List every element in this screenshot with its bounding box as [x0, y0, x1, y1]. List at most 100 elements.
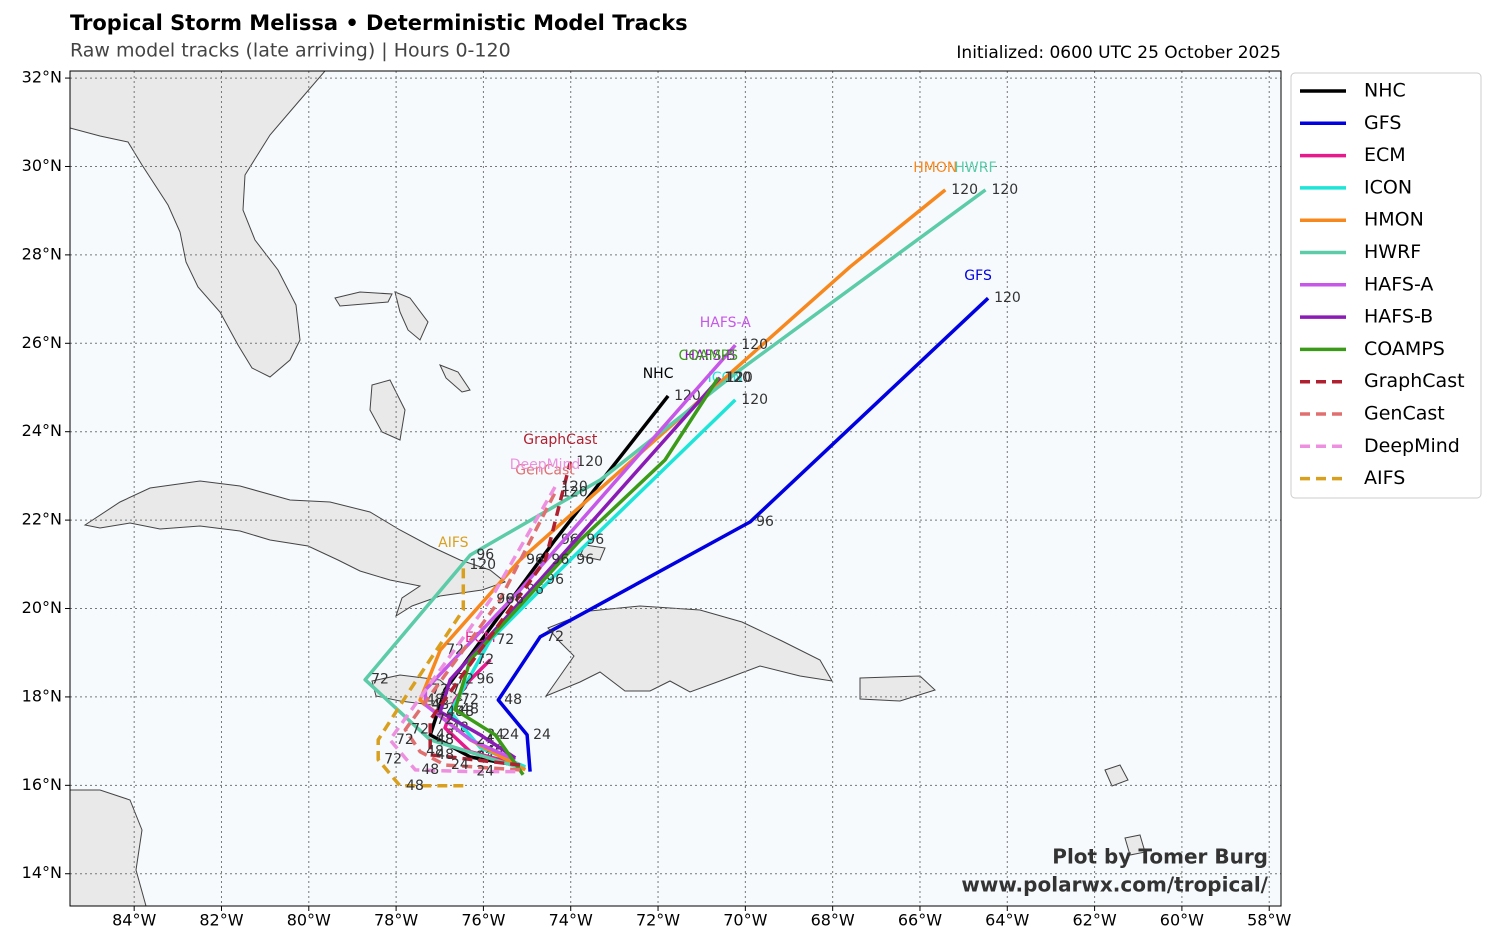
legend-label: GFS — [1364, 112, 1401, 134]
hour-label: 72 — [396, 732, 414, 748]
hour-label: 120 — [991, 182, 1018, 198]
y-tick-label: 22°N — [22, 510, 62, 529]
hour-label: 72 — [546, 629, 564, 645]
model-track — [438, 376, 722, 760]
legend-label: NHC — [1364, 80, 1406, 102]
legend-label: ICON — [1364, 176, 1412, 198]
hour-label: 96 — [506, 592, 524, 608]
hour-label: 48 — [426, 744, 444, 760]
hour-label: 96 — [586, 532, 604, 548]
legend-label: COAMPS — [1364, 338, 1445, 360]
y-tick-label: 26°N — [22, 333, 62, 352]
tracks: 24487296120NHC24487296120GFS24487296ECM2… — [363, 160, 1021, 794]
track-name: DeepMind — [510, 457, 581, 473]
hour-label: 72 — [476, 652, 494, 668]
y-tick-label: 18°N — [22, 686, 62, 705]
legend-label: GraphCast — [1364, 370, 1465, 392]
x-tick-label: 62°W — [1072, 911, 1116, 930]
legend: NHC GFS ECM ICON HMON HWRF HAFS-A HAFS-B COAMPS G… — [1300, 80, 1465, 489]
y-tick-label: 30°N — [22, 156, 62, 175]
hour-label: 48 — [406, 778, 424, 794]
ocean — [70, 71, 1281, 906]
hour-label: 120 — [724, 370, 751, 386]
track-name: COAMPS — [679, 348, 739, 364]
hour-label: 48 — [504, 692, 522, 708]
track-name: GenCast — [515, 463, 575, 479]
y-tick-label: 16°N — [22, 775, 62, 794]
track-name: GraphCast — [523, 432, 598, 448]
hour-label: 120 — [576, 454, 603, 470]
x-tick-label: 70°W — [723, 911, 767, 930]
legend-box — [1290, 72, 1482, 499]
hour-label: 48 — [421, 762, 439, 778]
x-tick-label: 84°W — [112, 911, 156, 930]
hour-label: 48 — [456, 704, 474, 720]
x-tick-label: 78°W — [374, 911, 418, 930]
hour-label: 72 — [411, 722, 429, 738]
x-tick-label: 80°W — [287, 911, 331, 930]
track-name: HAFS-B — [685, 348, 736, 364]
credit-url: www.polarwx.com/tropical/ — [961, 873, 1268, 897]
model-track — [403, 491, 557, 772]
map-frame — [69, 70, 1282, 907]
legend-label: HAFS-B — [1364, 306, 1433, 328]
grid: 84°W 82°W 80°W 78°W 76°W 74°W 72°W 70°W 68°W 66°W… — [22, 68, 1292, 930]
track-name: GFS — [964, 268, 992, 284]
hour-label: 96 — [526, 552, 544, 568]
hour-label: 120 — [561, 479, 588, 495]
x-tick-label: 76°W — [461, 911, 505, 930]
hour-label: 120 — [951, 182, 978, 198]
x-tick-label: 58°W — [1247, 911, 1291, 930]
title: Tropical Storm Melissa • Deterministic M… — [70, 11, 688, 35]
hour-label: 24 — [451, 757, 469, 773]
hour-label: 72 — [436, 712, 454, 728]
model-track — [423, 343, 737, 762]
model-track — [428, 461, 572, 767]
hour-label: 120 — [994, 290, 1021, 306]
hour-label: 96 — [476, 672, 494, 688]
y-tick-label: 32°N — [22, 68, 62, 87]
track-name: HMON — [913, 160, 957, 176]
y-tick-label: 28°N — [22, 244, 62, 263]
hour-label: 48 — [461, 702, 479, 718]
hour-label: 48 — [436, 732, 454, 748]
hour-label: 96 — [546, 572, 564, 588]
legend-label: DeepMind — [1364, 435, 1460, 457]
hour-label: 120 — [726, 370, 753, 386]
hour-label: 48 — [426, 692, 444, 708]
hour-label: 120 — [469, 557, 496, 573]
legend-label: HMON — [1364, 209, 1424, 231]
hour-label: 72 — [384, 752, 402, 768]
credit: Plot by Tomer Burg — [1052, 845, 1268, 869]
x-tick-label: 82°W — [199, 911, 243, 930]
init-time: Initialized: 0600 UTC 25 October 2025 — [956, 43, 1281, 63]
hour-label: 48 — [436, 747, 454, 763]
hour-label: 96 — [476, 547, 494, 563]
hour-label: 72 — [461, 692, 479, 708]
hour-label: 24 — [476, 764, 494, 780]
model-track — [388, 486, 557, 774]
hour-label: 96 — [551, 552, 569, 568]
y-tick-label: 20°N — [22, 598, 62, 617]
x-tick-label: 60°W — [1160, 911, 1204, 930]
x-tick-label: 72°W — [636, 911, 680, 930]
hour-label: 120 — [741, 392, 768, 408]
hour-label: 96 — [576, 552, 594, 568]
model-track — [453, 376, 720, 776]
y-tick-label: 24°N — [22, 421, 62, 440]
legend-label: ECM — [1364, 144, 1406, 166]
x-tick-label: 64°W — [985, 911, 1029, 930]
x-tick-label: 66°W — [898, 911, 942, 930]
model-track — [496, 296, 990, 772]
x-tick-label: 74°W — [549, 911, 593, 930]
hour-label: 96 — [756, 514, 774, 530]
track-name: NHC — [643, 366, 674, 382]
x-tick-label: 68°W — [811, 911, 855, 930]
legend-label: HAFS-A — [1364, 273, 1433, 295]
hour-label: 72 — [496, 632, 514, 648]
track-name: HAFS-A — [700, 315, 752, 331]
hour-label: 48 — [446, 704, 464, 720]
hour-label: 120 — [561, 485, 588, 501]
hour-label: 24 — [533, 727, 551, 743]
